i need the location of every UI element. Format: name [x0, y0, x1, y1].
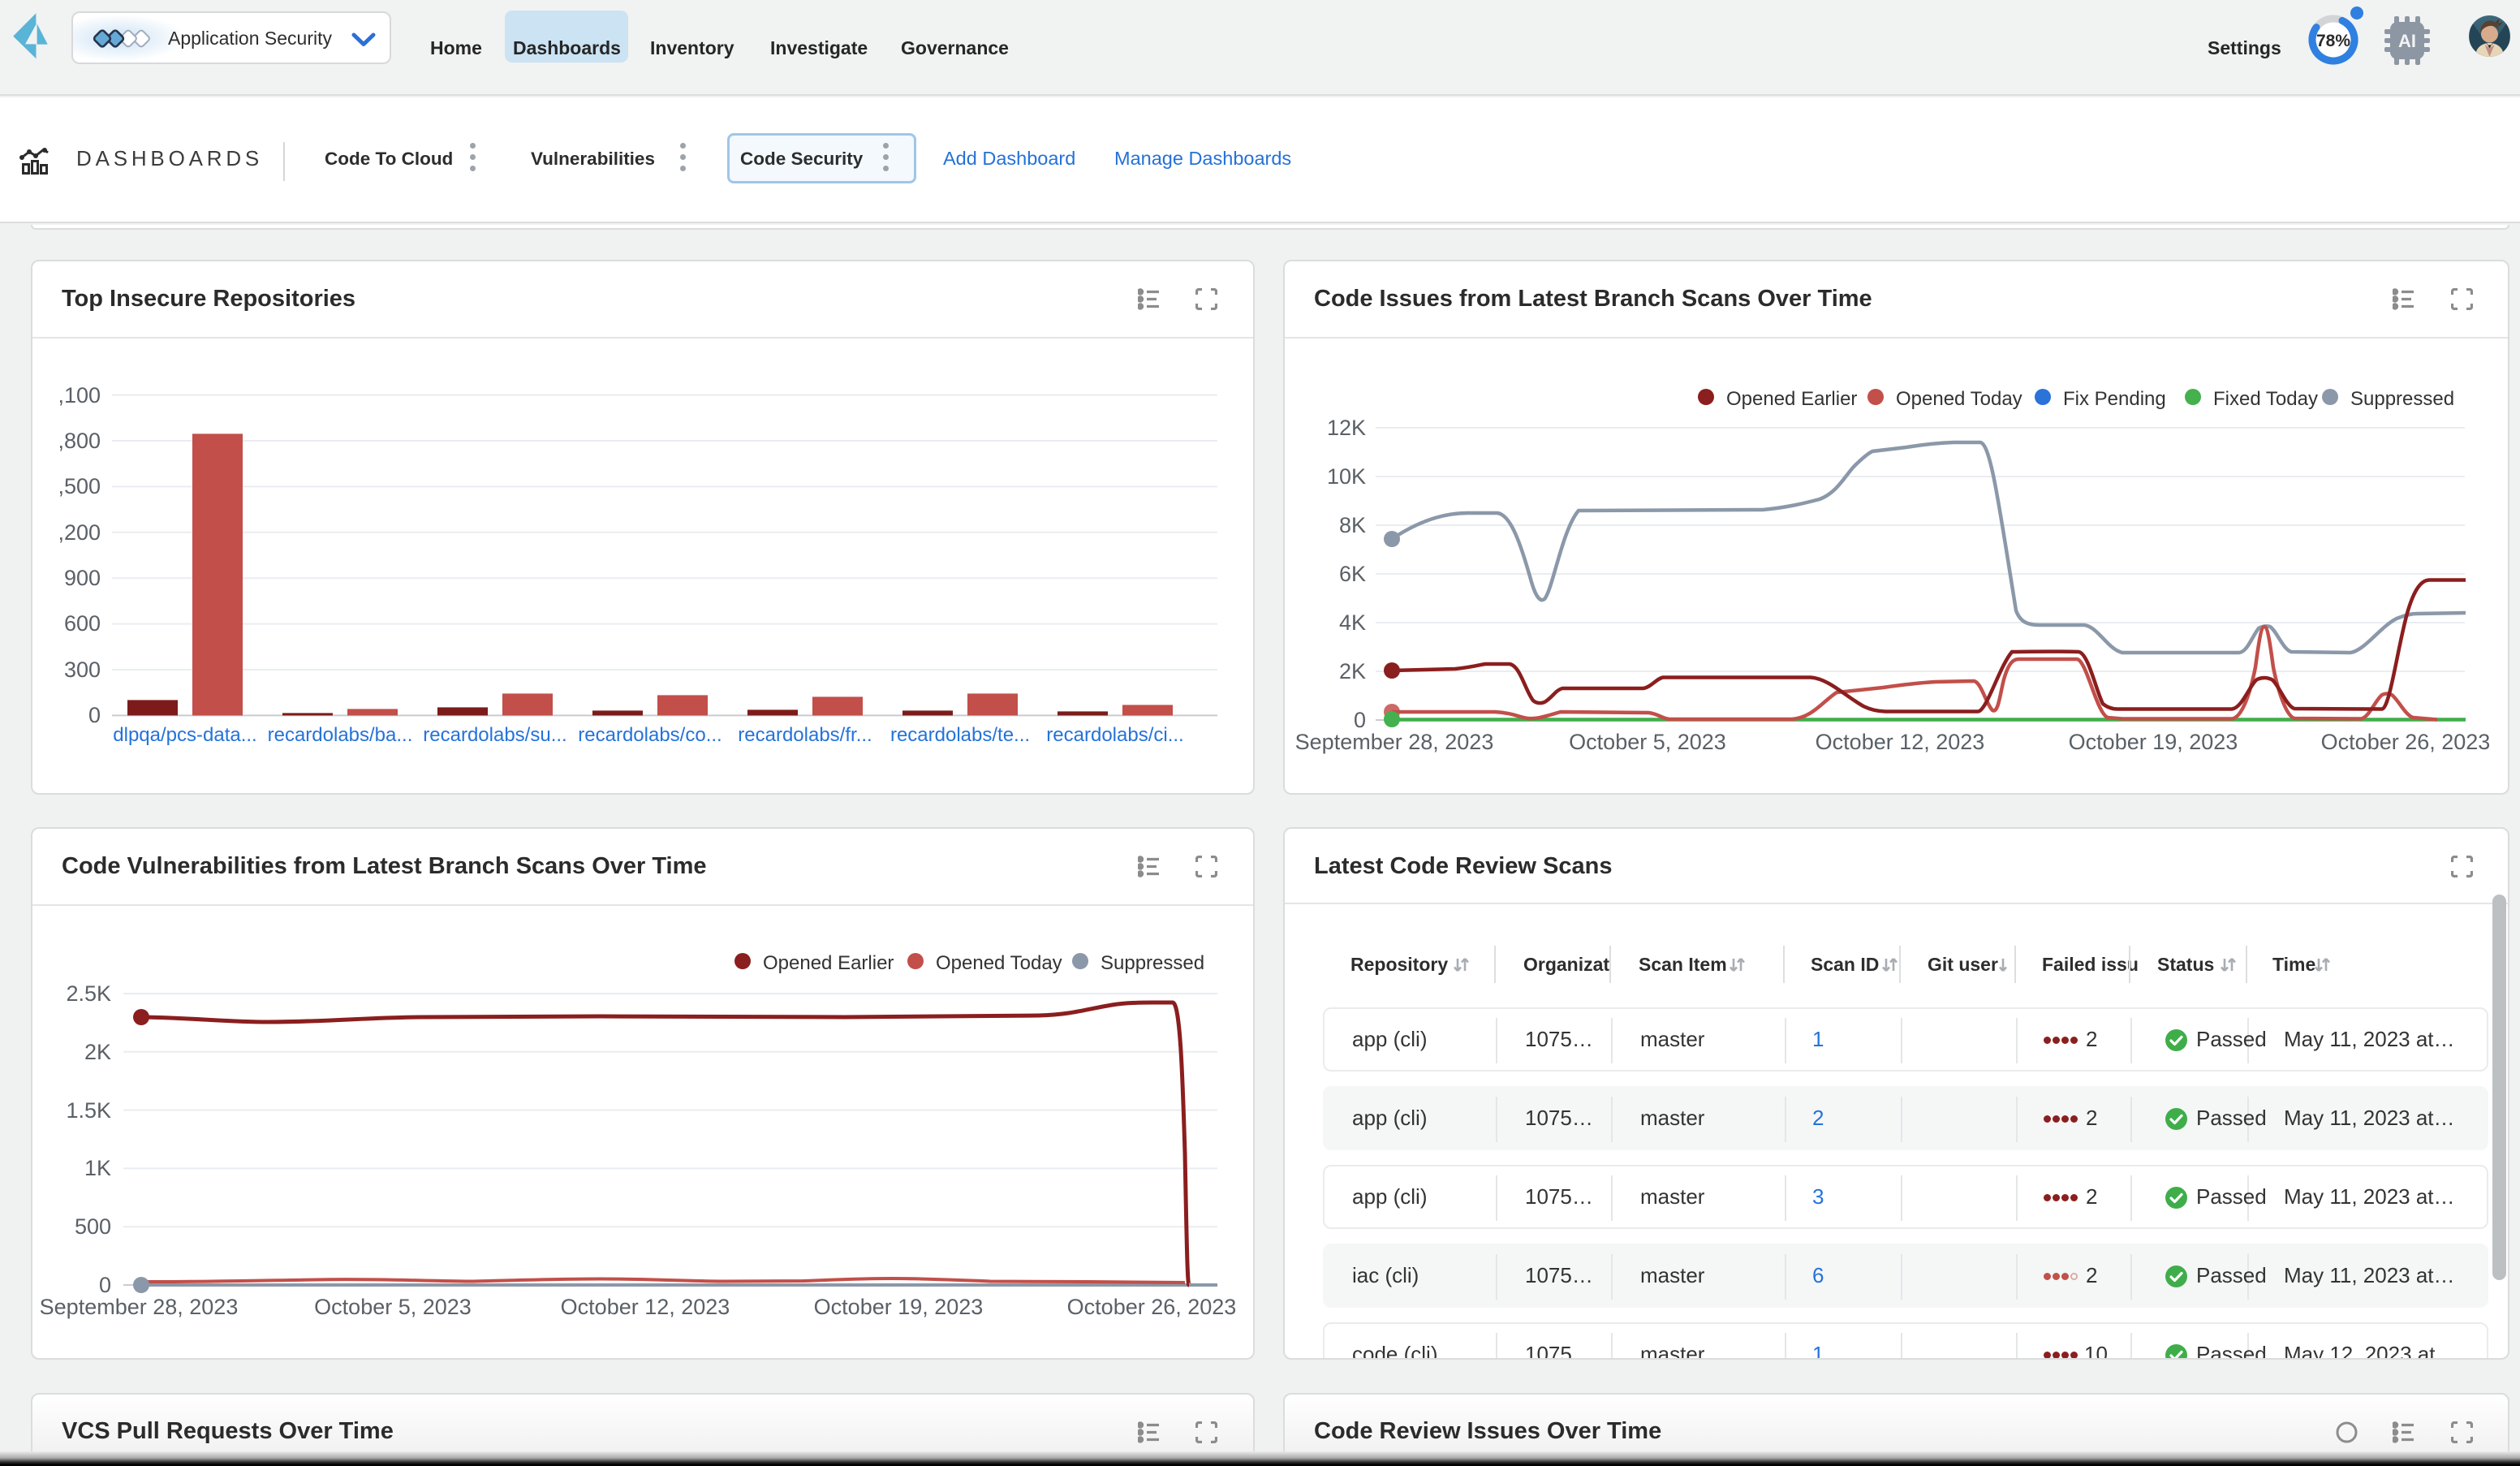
svg-text:recardolabs/ba...: recardolabs/ba...	[268, 724, 413, 746]
svg-text:September 28, 2023: September 28, 2023	[1295, 730, 1494, 754]
svg-text:6K: 6K	[1339, 562, 1366, 586]
svg-text:October 5, 2023: October 5, 2023	[314, 1295, 472, 1319]
svg-text:,500: ,500	[58, 474, 101, 498]
svg-text:Opened Earlier: Opened Earlier	[763, 952, 894, 974]
svg-text:AI: AI	[2398, 31, 2416, 51]
svg-text:October 12, 2023: October 12, 2023	[561, 1295, 730, 1319]
svg-text:October 26, 2023: October 26, 2023	[2321, 730, 2491, 754]
svg-text:September 28, 2023: September 28, 2023	[40, 1295, 239, 1319]
svg-text:Opened Earlier: Opened Earlier	[1726, 388, 1857, 410]
svg-text:8K: 8K	[1339, 513, 1366, 537]
svg-text:,100: ,100	[58, 383, 101, 407]
svg-text:300: 300	[64, 658, 101, 682]
svg-text:recardolabs/te...: recardolabs/te...	[890, 724, 1030, 746]
svg-text:12K: 12K	[1327, 416, 1366, 440]
svg-text:2K: 2K	[84, 1040, 111, 1064]
svg-text:October 12, 2023: October 12, 2023	[1816, 730, 1985, 754]
svg-text:0: 0	[1354, 708, 1366, 732]
svg-text:1.5K: 1.5K	[66, 1098, 111, 1123]
svg-text:600: 600	[64, 611, 101, 636]
svg-text:2K: 2K	[1339, 659, 1366, 683]
svg-text:0: 0	[99, 1273, 111, 1297]
svg-text:Suppressed: Suppressed	[2350, 388, 2454, 410]
svg-text:2.5K: 2.5K	[66, 981, 111, 1006]
svg-text:recardolabs/ci...: recardolabs/ci...	[1046, 724, 1183, 746]
svg-text:recardolabs/fr...: recardolabs/fr...	[738, 724, 872, 746]
svg-text:October 5, 2023: October 5, 2023	[1569, 730, 1726, 754]
svg-text:0: 0	[88, 703, 101, 727]
svg-text:recardolabs/su...: recardolabs/su...	[423, 724, 566, 746]
svg-text:4K: 4K	[1339, 610, 1366, 635]
svg-text:Opened Today: Opened Today	[1896, 388, 2022, 410]
svg-text:10K: 10K	[1327, 464, 1366, 489]
svg-text:,200: ,200	[58, 520, 101, 545]
svg-text:Fixed Today: Fixed Today	[2213, 388, 2318, 410]
svg-text:900: 900	[64, 566, 101, 590]
svg-text:October 19, 2023: October 19, 2023	[814, 1295, 984, 1319]
svg-text:,800: ,800	[58, 429, 101, 453]
svg-text:1K: 1K	[84, 1156, 111, 1180]
svg-text:78%: 78%	[2316, 32, 2350, 50]
svg-text:October 19, 2023: October 19, 2023	[2069, 730, 2238, 754]
svg-text:recardolabs/co...: recardolabs/co...	[578, 724, 722, 746]
svg-text:Fix Pending: Fix Pending	[2063, 388, 2166, 410]
svg-text:Opened Today: Opened Today	[936, 952, 1062, 974]
svg-text:Suppressed: Suppressed	[1101, 952, 1204, 974]
svg-text:dlpqa/pcs-data...: dlpqa/pcs-data...	[113, 724, 256, 746]
svg-text:October 26, 2023: October 26, 2023	[1067, 1295, 1237, 1319]
svg-text:500: 500	[75, 1214, 111, 1239]
